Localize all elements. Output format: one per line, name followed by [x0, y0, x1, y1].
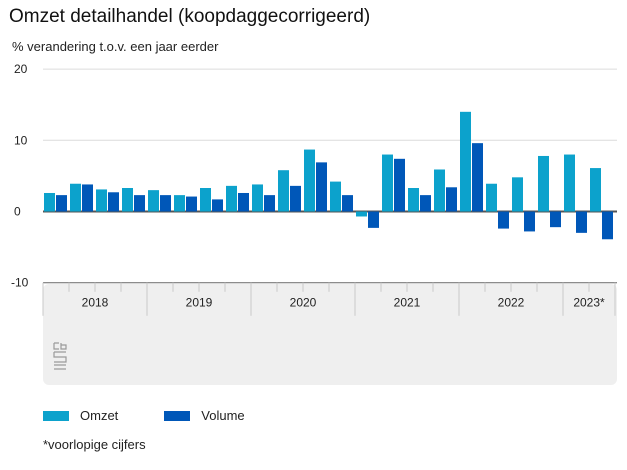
bar-volume[interactable]	[368, 211, 379, 228]
bar-omzet[interactable]	[278, 170, 289, 212]
chart-title: Omzet detailhandel (koopdaggecorrigeerd)	[9, 6, 371, 27]
bar-omzet[interactable]	[590, 168, 601, 212]
bar-volume[interactable]	[134, 195, 145, 212]
bar-omzet[interactable]	[226, 185, 237, 212]
x-tick-label: 2022	[498, 296, 525, 310]
bar-omzet[interactable]	[200, 188, 211, 212]
bar-volume[interactable]	[602, 211, 613, 240]
bar-volume[interactable]	[186, 196, 197, 212]
bar-volume[interactable]	[264, 195, 275, 212]
y-tick-label: 10	[14, 133, 28, 147]
chart-subtitle: % verandering t.o.v. een jaar eerder	[12, 39, 219, 54]
x-tick-label: 2020	[290, 296, 317, 310]
bar-omzet[interactable]	[122, 188, 133, 212]
bar-volume[interactable]	[56, 195, 67, 212]
bar-volume[interactable]	[108, 192, 119, 212]
bar-omzet[interactable]	[330, 181, 341, 212]
cbs-logo-icon	[53, 342, 67, 370]
bar-omzet[interactable]	[512, 177, 523, 212]
bar-omzet[interactable]	[538, 155, 549, 212]
x-axis-panel	[43, 284, 617, 385]
legend: Omzet Volume	[43, 408, 291, 423]
bar-omzet[interactable]	[148, 190, 159, 212]
bar-volume[interactable]	[290, 185, 301, 212]
bar-chart: 20 10 0 -10 2018 2019 2020 2021 2022 2023*	[11, 62, 617, 385]
bar-omzet[interactable]	[44, 192, 55, 212]
bar-omzet[interactable]	[96, 189, 107, 212]
x-tick-label: 2023*	[573, 296, 605, 310]
bar-volume[interactable]	[160, 195, 171, 212]
bar-omzet[interactable]	[252, 184, 263, 212]
legend-item-omzet[interactable]: Omzet	[43, 408, 118, 423]
bar-volume[interactable]	[316, 162, 327, 212]
bar-omzet[interactable]	[460, 111, 471, 212]
x-tick-label: 2018	[82, 296, 109, 310]
legend-label-volume: Volume	[201, 408, 245, 423]
bar-volume[interactable]	[82, 184, 93, 212]
bar-omzet[interactable]	[174, 195, 185, 212]
y-tick-label: 0	[14, 205, 21, 219]
footnote: *voorlopige cijfers	[43, 437, 146, 452]
bar-omzet[interactable]	[70, 183, 81, 212]
y-tick-label: 20	[14, 62, 28, 76]
bar-volume[interactable]	[394, 158, 405, 212]
legend-label-omzet: Omzet	[80, 408, 119, 423]
legend-item-volume[interactable]: Volume	[164, 408, 245, 423]
x-tick-label: 2019	[186, 296, 213, 310]
bar-volume[interactable]	[420, 195, 431, 212]
bar-volume[interactable]	[550, 211, 561, 228]
legend-swatch-volume	[164, 410, 191, 421]
bar-volume[interactable]	[576, 211, 587, 233]
bar-volume[interactable]	[472, 143, 483, 212]
bar-omzet[interactable]	[408, 188, 419, 212]
bar-omzet[interactable]	[434, 169, 445, 212]
bar-omzet[interactable]	[486, 183, 497, 212]
bar-volume[interactable]	[342, 195, 353, 212]
bar-volume[interactable]	[212, 199, 223, 212]
bar-omzet[interactable]	[356, 211, 367, 217]
bar-volume[interactable]	[446, 187, 457, 212]
bar-volume[interactable]	[524, 211, 535, 232]
x-tick-label: 2021	[394, 296, 421, 310]
bar-omzet[interactable]	[382, 154, 393, 212]
bar-volume[interactable]	[238, 192, 249, 212]
bar-omzet[interactable]	[304, 149, 315, 212]
bar-volume[interactable]	[498, 211, 509, 229]
legend-swatch-omzet	[43, 410, 69, 421]
bar-omzet[interactable]	[564, 154, 575, 212]
y-tick-label: -10	[11, 276, 29, 290]
